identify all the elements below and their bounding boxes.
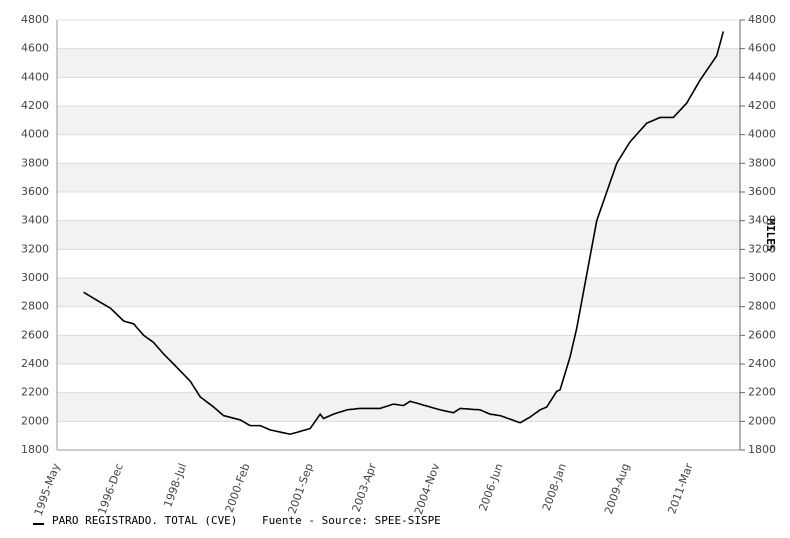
x-tick-label: 2008-Jan (540, 462, 569, 513)
grid-band (57, 106, 740, 135)
y2-tick-label: 3200 (748, 242, 776, 255)
y-tick-label: 3400 (21, 214, 49, 227)
y-tick-label: 2600 (21, 328, 49, 341)
y2-tick-label: 2800 (748, 300, 776, 313)
legend-label: PARO REGISTRADO. TOTAL (CVE) (52, 514, 237, 527)
y2-tick-label: 4600 (748, 42, 776, 55)
y2-tick-label: 2600 (748, 328, 776, 341)
y-tick-label: 4400 (21, 70, 49, 83)
x-tick-label: 2009-Aug (602, 462, 632, 516)
grid-band (57, 335, 740, 364)
y2-tick-label: 3000 (748, 271, 776, 284)
x-tick-label: 1996-Dec (96, 462, 126, 516)
y2-tick-label: 4000 (748, 128, 776, 141)
y-tick-label: 4600 (21, 42, 49, 55)
y2-tick-label: 3600 (748, 185, 776, 198)
y-tick-label: 2000 (21, 414, 49, 427)
y2-axis-label: MILES (764, 218, 777, 251)
grid-band (57, 392, 740, 422)
y2-tick-label: 4200 (748, 99, 776, 112)
data-line (83, 31, 725, 436)
grid-band (57, 220, 740, 250)
y2-tick-label: 2400 (748, 357, 776, 370)
y2-tick-label: 3400 (748, 214, 776, 227)
y2-tick-label: 2000 (748, 414, 776, 427)
y2-tick-label: 1800 (748, 443, 776, 456)
y2-tick-label: 3800 (748, 156, 776, 169)
y-tick-label: 3800 (21, 156, 49, 169)
y-tick-label: 3200 (21, 242, 49, 255)
y-tick-label: 3000 (21, 271, 49, 284)
x-tick-label: 2001-Sep (286, 462, 316, 516)
grid-band (57, 278, 740, 307)
x-tick-label: 2006-Jun (477, 462, 506, 513)
x-tick-label: 1995-May (32, 461, 63, 517)
x-tick-label: 2003-Apr (350, 461, 380, 514)
y-tick-label: 2400 (21, 357, 49, 370)
y2-tick-label: 2200 (748, 386, 776, 399)
y-tick-label: 4800 (21, 13, 49, 26)
y-tick-label: 4000 (21, 128, 49, 141)
y2-tick-label: 4800 (748, 13, 776, 26)
x-tick-label: 1998-Jul (161, 462, 189, 510)
x-tick-label: 2000-Feb (223, 462, 253, 515)
y-tick-label: 3600 (21, 185, 49, 198)
source-note: Fuente - Source: SPEE-SISPE (262, 514, 441, 527)
y2-tick-label: 4400 (748, 70, 776, 83)
y-tick-label: 2800 (21, 300, 49, 313)
x-tick-label: 2004-Nov (412, 461, 443, 516)
y-tick-label: 2200 (21, 386, 49, 399)
grid-band (57, 163, 740, 192)
y-tick-label: 1800 (21, 443, 49, 456)
x-tick-label: 2011-Mar (665, 461, 695, 515)
grid-band (57, 48, 740, 78)
y-tick-label: 4200 (21, 99, 49, 112)
